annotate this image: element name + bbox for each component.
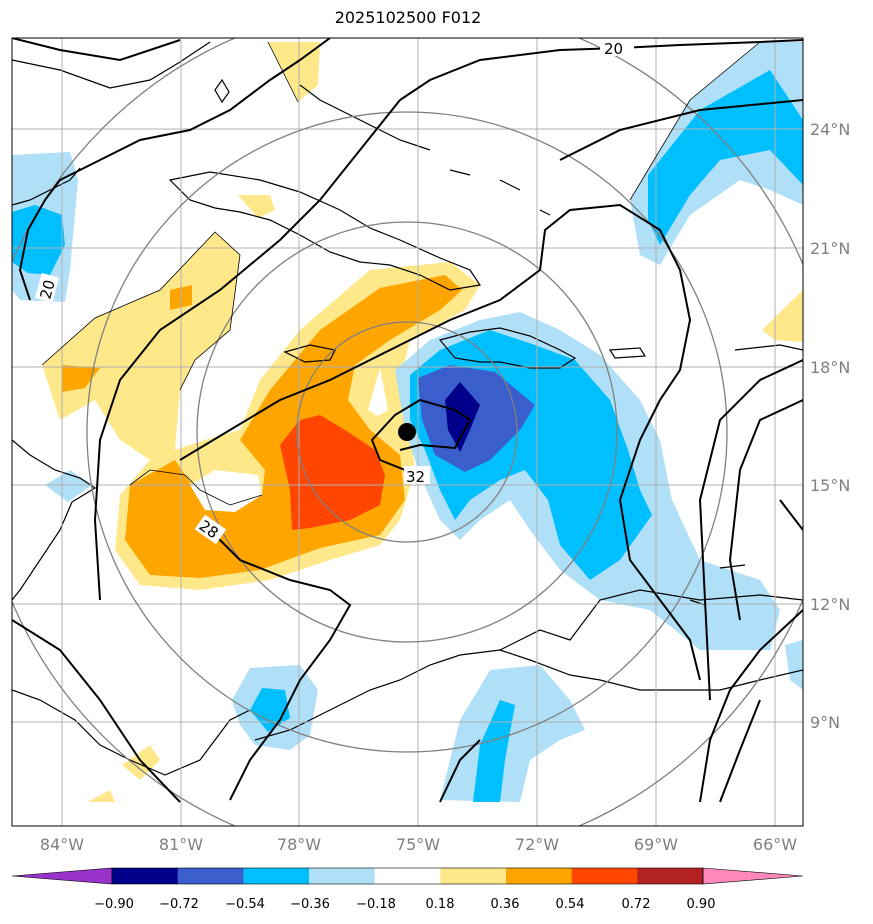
coastline-puerto-rico — [608, 347, 647, 359]
lon-tick-label: 78°W — [277, 835, 321, 854]
colorbar-tick-label: 0.72 — [622, 897, 651, 912]
shade-white-gap — [368, 368, 388, 416]
shade-cyan-region — [648, 70, 803, 245]
lat-tick-label: 15°N — [810, 476, 850, 495]
colorbar-segment — [440, 868, 507, 884]
contour-line — [179, 203, 701, 681]
shade-red-region — [280, 415, 385, 530]
colorbar-tick-label: 0.90 — [687, 897, 716, 912]
colorbar-tick-label: −0.18 — [356, 897, 396, 912]
lon-tick-label: 72°W — [515, 835, 559, 854]
lon-tick-label: 75°W — [396, 835, 440, 854]
shaded-field — [12, 42, 803, 802]
contour-line — [370, 398, 472, 471]
coastline-central-america — [12, 439, 97, 601]
coastlines — [12, 41, 803, 776]
shade-yellow-small — [88, 790, 115, 802]
colorbar-segment — [243, 868, 310, 884]
lon-tick-labels: 84°W 81°W 78°W 75°W 72°W 69°W 66°W — [40, 835, 797, 854]
range-rings — [12, 38, 803, 826]
coastline-central-america-2 — [12, 689, 251, 776]
shade-yellow-small — [238, 195, 275, 218]
contour-line — [12, 38, 181, 62]
colorbar-tick-label: −0.36 — [290, 897, 330, 912]
contour-line — [93, 39, 803, 601]
colorbar-tick-label: −0.54 — [225, 897, 265, 912]
lat-tick-label: 24°N — [810, 120, 850, 139]
coastline-cuba — [168, 171, 482, 291]
shade-yellow-small — [762, 290, 803, 342]
storm-center-marker — [398, 423, 416, 441]
gridlines — [12, 38, 803, 826]
colorbar-tick-label: 0.18 — [426, 897, 455, 912]
map-title: 2025102500 F012 — [334, 8, 482, 27]
colorbar-ticks: −0.90 −0.72 −0.54 −0.36 −0.18 0.18 0.36 … — [94, 897, 715, 912]
lon-tick-label: 84°W — [40, 835, 84, 854]
shade-white-gap — [190, 470, 262, 512]
colorbar-segment — [637, 868, 704, 884]
shade-cyan-region — [473, 700, 515, 802]
coastline-hispaniola — [438, 327, 577, 369]
colorbar-extension-high — [702, 867, 804, 885]
lat-tick-label: 21°N — [810, 239, 850, 258]
contour-label: 20 — [604, 40, 623, 58]
colorbar-segments — [11, 867, 804, 885]
lat-tick-label: 12°N — [810, 595, 850, 614]
contour-labels: 20 20 28 32 — [34, 38, 634, 545]
shade-navy-region — [445, 382, 480, 452]
shade-cyan-region — [12, 205, 65, 275]
coastline-jamaica — [283, 344, 336, 363]
coastline-bahamas — [299, 84, 551, 216]
colorbar: −0.90 −0.72 −0.54 −0.36 −0.18 0.18 0.36 … — [11, 867, 804, 912]
plot-border — [11, 37, 804, 827]
colorbar-segment — [112, 868, 179, 884]
colorbar-segment — [506, 868, 573, 884]
shade-yellow-small — [268, 42, 320, 102]
colorbar-tick-label: 0.54 — [556, 897, 585, 912]
lat-tick-label: 9°N — [810, 713, 840, 732]
lon-tick-label: 66°W — [753, 835, 797, 854]
lat-tick-label: 18°N — [810, 358, 850, 377]
contour-line — [699, 609, 803, 803]
colorbar-tick-label: 0.36 — [491, 897, 520, 912]
contour-line — [559, 99, 803, 161]
contour-label: 32 — [406, 468, 425, 486]
thick-contours — [12, 38, 803, 803]
lon-tick-label: 81°W — [159, 835, 203, 854]
contour-line — [779, 499, 803, 531]
coastline-island — [214, 78, 230, 104]
colorbar-segment — [374, 868, 441, 884]
shade-blue-region — [418, 365, 535, 472]
colorbar-tick-label: −0.72 — [159, 897, 199, 912]
shade-lightblue-region — [785, 640, 803, 690]
contour-line — [209, 529, 352, 801]
colorbar-segment — [571, 868, 638, 884]
colorbar-extension-low — [11, 867, 113, 885]
shade-yellow-small — [122, 745, 160, 780]
colorbar-segment — [309, 868, 376, 884]
contour-line — [18, 38, 331, 301]
coastline-florida — [12, 41, 211, 89]
coastline-venezuela — [499, 589, 803, 651]
contour-line — [12, 619, 181, 803]
contour-line — [698, 359, 803, 701]
contour-label: 20 — [36, 278, 58, 301]
lon-tick-label: 69°W — [634, 835, 678, 854]
colorbar-tick-label: −0.90 — [94, 897, 134, 912]
contour-line — [719, 699, 761, 803]
colorbar-segment — [177, 868, 244, 884]
coastline-yucatan — [12, 167, 81, 206]
contour-line — [728, 399, 803, 621]
lat-tick-labels: 24°N 21°N 18°N 15°N 12°N 9°N — [810, 120, 850, 732]
contour-line — [439, 739, 481, 803]
colorbar-frame — [111, 867, 704, 885]
